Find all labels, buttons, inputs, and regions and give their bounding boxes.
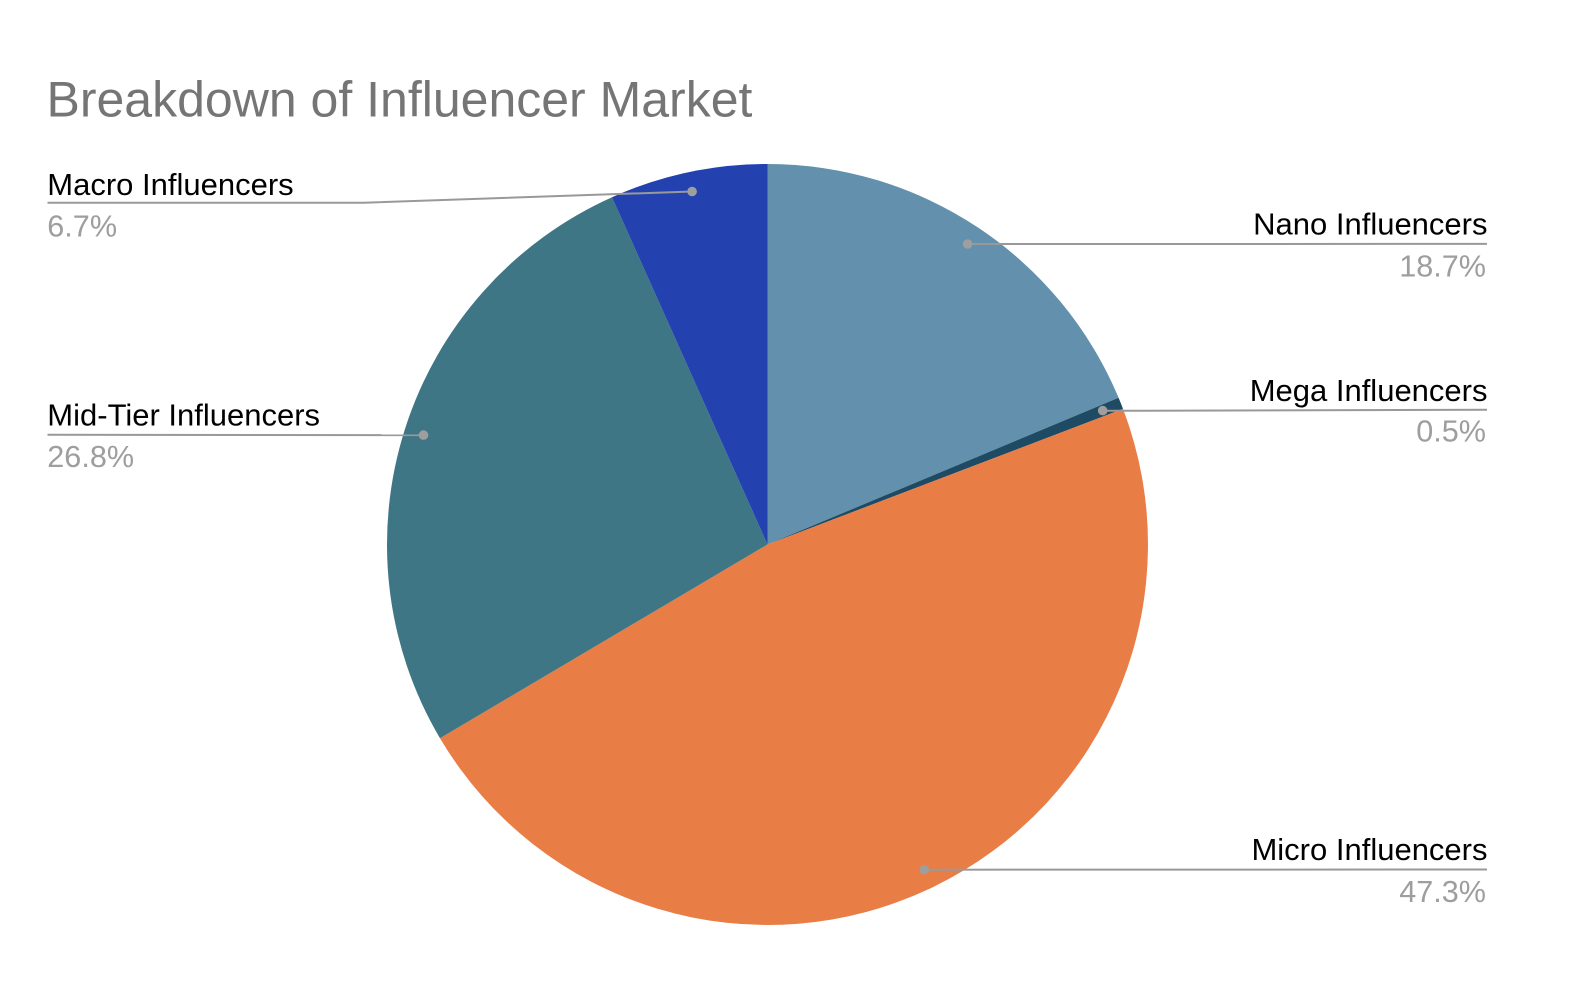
svg-text:Breakdown of Influencer Market: Breakdown of Influencer Market [47, 72, 753, 128]
svg-text:Micro Influencers: Micro Influencers [1251, 832, 1487, 867]
svg-text:Nano Influencers: Nano Influencers [1253, 206, 1487, 241]
svg-text:Mid-Tier Influencers: Mid-Tier Influencers [47, 397, 320, 432]
svg-text:26.8%: 26.8% [47, 440, 134, 474]
svg-text:6.7%: 6.7% [47, 210, 117, 244]
svg-text:47.3%: 47.3% [1399, 875, 1486, 909]
svg-text:18.7%: 18.7% [1399, 250, 1486, 284]
svg-text:Mega Influencers: Mega Influencers [1250, 373, 1488, 408]
svg-text:0.5%: 0.5% [1416, 415, 1486, 449]
svg-text:Macro Influencers: Macro Influencers [47, 167, 293, 202]
